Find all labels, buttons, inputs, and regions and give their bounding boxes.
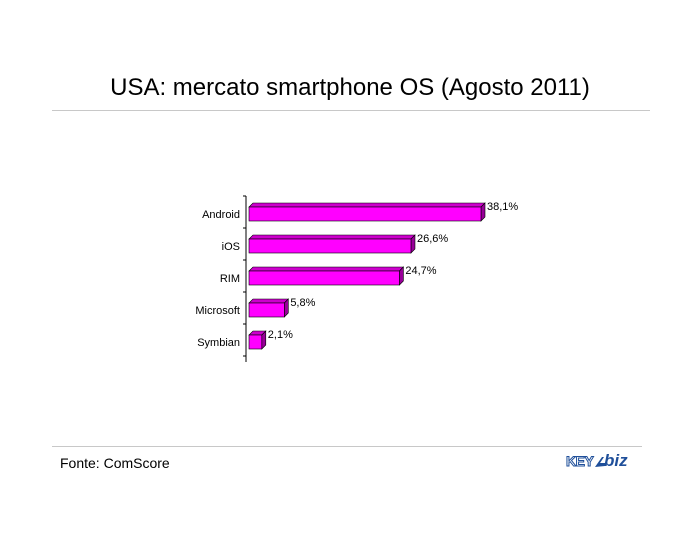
bar-android	[248, 206, 482, 222]
bar-top-android	[248, 202, 486, 208]
bottom-divider	[52, 446, 642, 447]
bar-symbian	[248, 334, 263, 350]
chart-title: USA: mercato smartphone OS (Agosto 2011)	[110, 74, 590, 101]
category-label: RIM	[220, 273, 240, 285]
logo-key-text: KEY	[565, 453, 594, 470]
data-label: 2,1%	[268, 329, 293, 341]
bar-microsoft	[248, 302, 285, 318]
data-label: 24,7%	[405, 265, 436, 277]
bar-top-ios	[248, 234, 416, 240]
bar-top-rim	[248, 266, 405, 272]
bar-top-microsoft	[248, 298, 290, 304]
bar-ios	[248, 238, 412, 254]
top-divider	[52, 110, 650, 111]
data-label: 26,6%	[417, 233, 448, 245]
source-label: Fonte: ComScore	[60, 455, 170, 471]
category-label: Symbian	[197, 337, 240, 349]
data-label: 5,8%	[290, 297, 315, 309]
category-label: Microsoft	[195, 305, 240, 317]
key4biz-logo: KEY biz	[565, 451, 646, 474]
logo-biz-text: biz	[604, 451, 628, 470]
category-label: Android	[202, 209, 240, 221]
bar-rim	[248, 270, 400, 286]
data-label: 38,1%	[487, 201, 518, 213]
category-label: iOS	[222, 241, 240, 253]
logo-swoosh-icon	[595, 457, 606, 467]
